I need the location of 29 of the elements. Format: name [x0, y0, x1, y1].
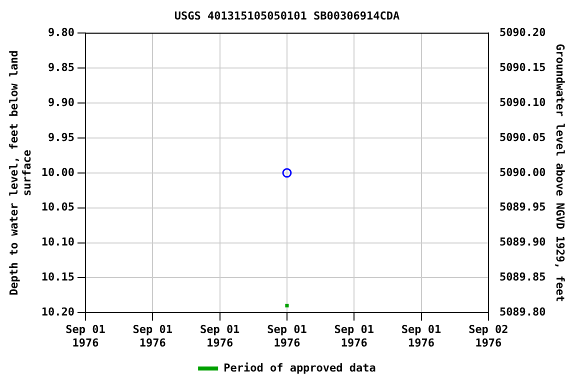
- x-tick-label: Sep 01 1976: [334, 323, 374, 350]
- x-tick-label: Sep 01 1976: [200, 323, 240, 350]
- y-tick-label: 9.80: [48, 26, 75, 40]
- y2-tick-label: 5090.05: [499, 130, 546, 144]
- y2-axis-title: Groundwater level above NGVD 1929, feet: [554, 44, 567, 302]
- y2-tick-label: 5089.85: [499, 270, 546, 284]
- x-tick-label: Sep 01 1976: [401, 323, 442, 350]
- y2-tick-label: 5090.20: [499, 26, 546, 40]
- chart-title: USGS 401315105050101 SB00306914CDA: [174, 9, 400, 22]
- y-tick-label: 9.90: [48, 96, 75, 109]
- y2-tick-label: 5089.90: [499, 236, 546, 249]
- y-axis-title: Depth to water level, feet below land surface: [7, 50, 34, 296]
- y-tick-label: 9.85: [48, 60, 75, 74]
- y-tick-label: 10.00: [41, 166, 75, 179]
- y-tick-label: 10.15: [41, 270, 75, 284]
- x-tick-label: Sep 01 1976: [66, 323, 106, 350]
- y-tick-label: 10.20: [41, 305, 75, 318]
- y-tick-label: 10.10: [41, 236, 75, 249]
- y2-tick-label: 5090.00: [499, 166, 546, 179]
- y2-tick-label: 5089.80: [499, 305, 546, 318]
- y-tick-label: 9.95: [48, 130, 75, 144]
- x-tick-label: Sep 01 1976: [132, 323, 173, 350]
- x-tick-label: Sep 02 1976: [468, 323, 508, 350]
- y2-tick-label: 5090.10: [499, 96, 546, 109]
- y-tick-label: 10.05: [41, 200, 75, 214]
- legend-label: Period of approved data: [224, 361, 376, 374]
- y2-tick-label: 5089.95: [499, 200, 546, 214]
- y2-tick-label: 5090.15: [499, 60, 546, 74]
- x-tick-label: Sep 01 1976: [267, 323, 308, 350]
